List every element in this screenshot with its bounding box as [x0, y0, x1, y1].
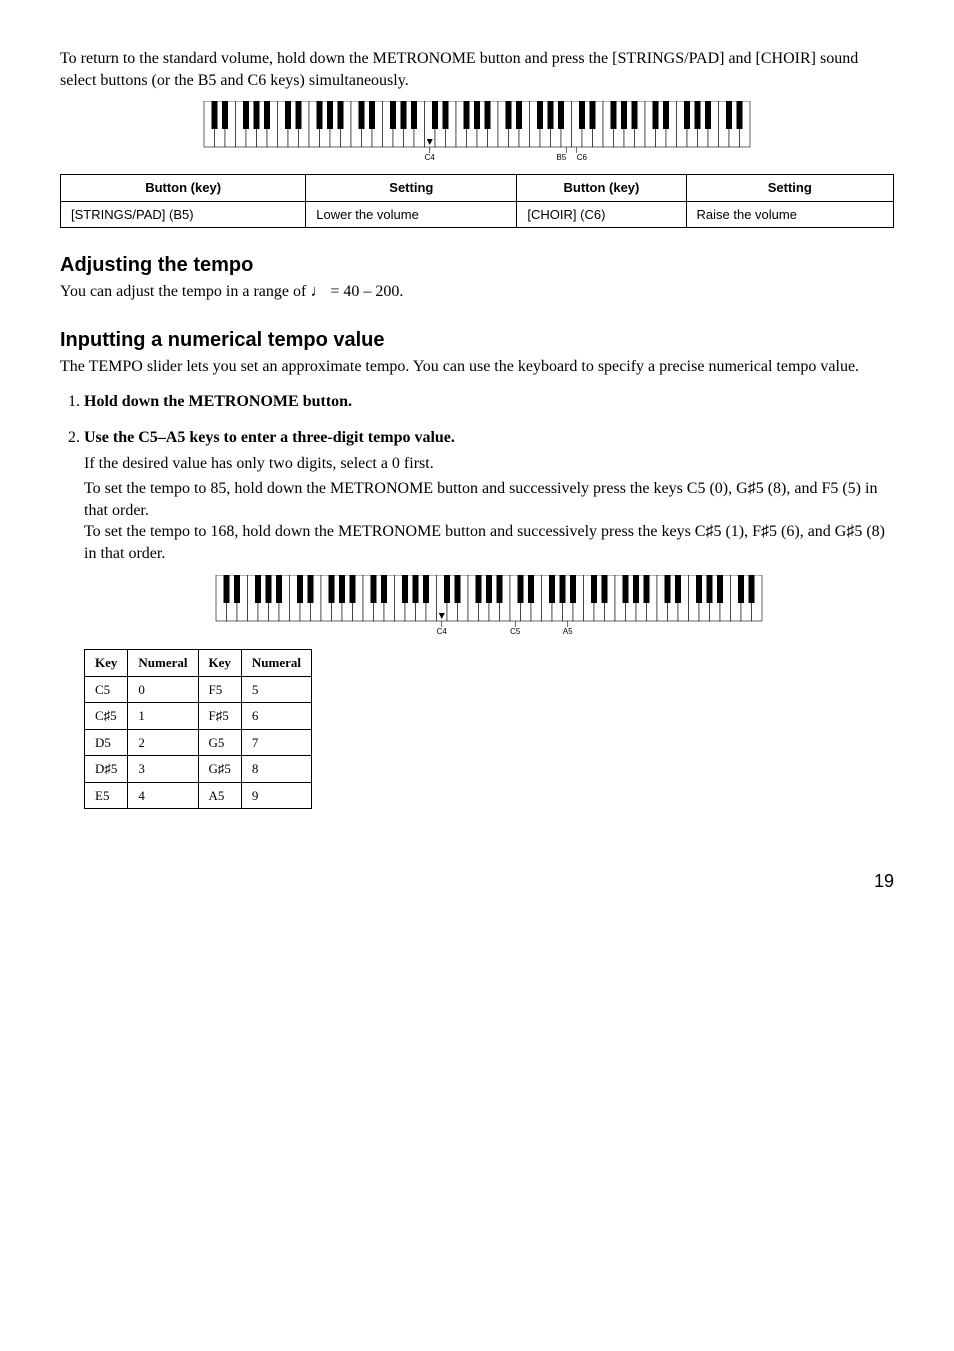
keyboard-diagram-1: C4 B5 C6: [60, 101, 894, 166]
numeral-table: Key Numeral Key Numeral C50F55 C♯51F♯56 …: [84, 649, 312, 809]
intro-paragraph: To return to the standard volume, hold d…: [60, 48, 894, 91]
step2-line: If the desired value has only two digits…: [84, 453, 894, 475]
t2r: G5: [198, 729, 241, 756]
heading-adjust-tempo: Adjusting the tempo: [60, 252, 894, 279]
t1-c3: Raise the volume: [686, 201, 893, 228]
t2r: 7: [241, 729, 311, 756]
t2r: D5: [85, 729, 128, 756]
keyboard-diagram-2: C4 C5 A5: [84, 575, 894, 642]
t2r: 9: [241, 782, 311, 809]
sharp-icon: ♯: [761, 523, 769, 540]
tempo-post: = 40 – 200.: [326, 283, 403, 300]
t1-c2: [CHOIR] (C6): [517, 201, 686, 228]
t2r: 4: [128, 782, 198, 809]
t2r: A5: [198, 782, 241, 809]
svg-text:C5: C5: [510, 627, 521, 635]
t2r: 8: [241, 756, 311, 783]
t2r: D♯5: [85, 756, 128, 783]
step1-text: Hold down the METRONOME button.: [84, 393, 352, 410]
input-tempo-desc: The TEMPO slider lets you set an approxi…: [60, 356, 894, 378]
t2r: 2: [128, 729, 198, 756]
t2r: G♯5: [198, 756, 241, 783]
tempo-pre: You can adjust the tempo in a range of: [60, 283, 310, 300]
sharp-icon: ♯: [748, 480, 756, 497]
t2r: 3: [128, 756, 198, 783]
t2r: 0: [128, 676, 198, 703]
t2r: E5: [85, 782, 128, 809]
svg-text:C4: C4: [437, 627, 448, 635]
page-number: 19: [60, 869, 894, 893]
t1-h1: Setting: [306, 175, 517, 202]
t1-h3: Setting: [686, 175, 893, 202]
t1-c0: [STRINGS/PAD] (B5): [61, 201, 306, 228]
quarter-note-icon: ♩: [310, 283, 326, 300]
t2r: C5: [85, 676, 128, 703]
heading-input-tempo: Inputting a numerical tempo value: [60, 327, 894, 354]
t1-c1: Lower the volume: [306, 201, 517, 228]
t2-h2: Key: [198, 650, 241, 677]
t2-h3: Numeral: [241, 650, 311, 677]
t2r: 1: [128, 703, 198, 730]
step2-para: To set the tempo to 85, hold down the ME…: [84, 478, 894, 564]
t2r: 6: [241, 703, 311, 730]
t2-h0: Key: [85, 650, 128, 677]
svg-text:C4: C4: [425, 153, 436, 161]
step-1: Hold down the METRONOME button.: [84, 391, 894, 413]
t2r: F5: [198, 676, 241, 703]
volume-table: Button (key) Setting Button (key) Settin…: [60, 174, 894, 228]
t1-h2: Button (key): [517, 175, 686, 202]
s2p2a: To set the tempo to 168, hold down the M…: [84, 523, 705, 540]
t2r: C♯5: [85, 703, 128, 730]
svg-text:B5: B5: [556, 153, 566, 161]
s2p1a: To set the tempo to 85, hold down the ME…: [84, 480, 748, 497]
t1-h0: Button (key): [61, 175, 306, 202]
svg-text:A5: A5: [563, 627, 573, 635]
t2r: F♯5: [198, 703, 241, 730]
t2r: 5: [241, 676, 311, 703]
s2p2b: 5 (1), F: [713, 523, 761, 540]
tempo-range-text: You can adjust the tempo in a range of ♩…: [60, 281, 894, 303]
step-2: Use the C5–A5 keys to enter a three-digi…: [84, 427, 894, 809]
svg-text:C6: C6: [577, 153, 588, 161]
s2p2c: 5 (6), and G: [769, 523, 846, 540]
step2-bold: Use the C5–A5 keys to enter a three-digi…: [84, 429, 455, 446]
t2-h1: Numeral: [128, 650, 198, 677]
